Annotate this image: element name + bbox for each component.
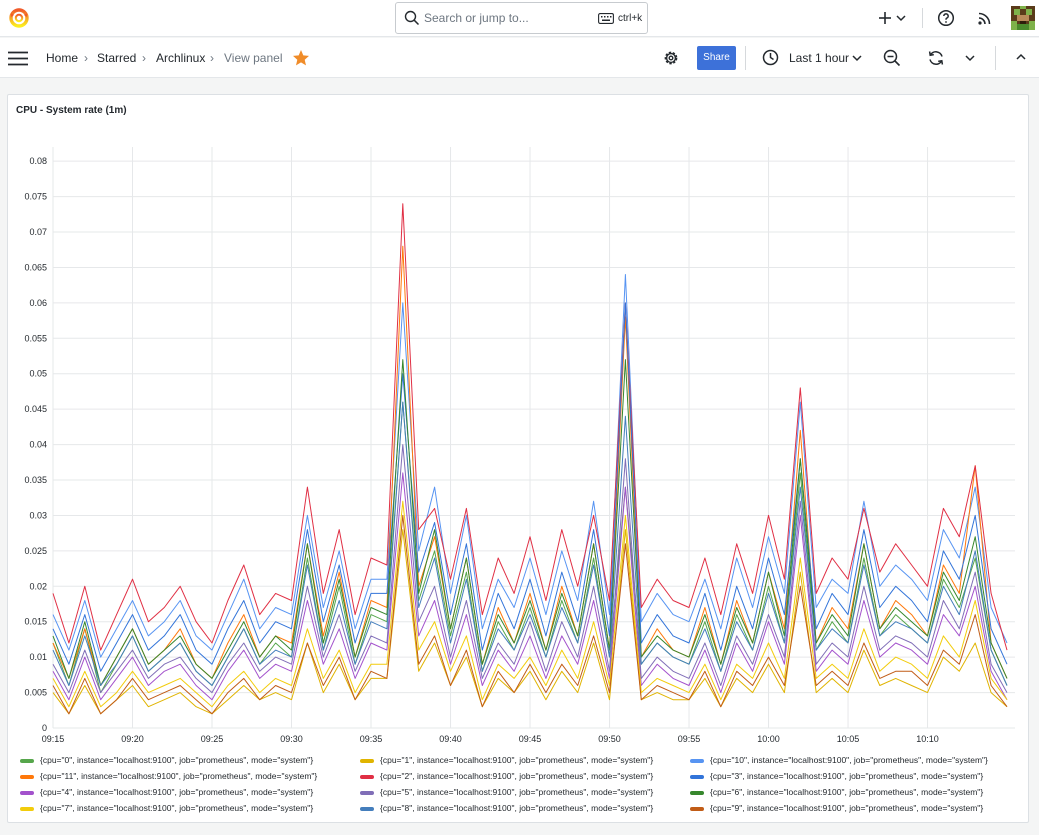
refresh-icon[interactable]	[927, 49, 945, 67]
plus-icon[interactable]	[877, 10, 893, 26]
y-tick-label: 0.01	[29, 652, 47, 662]
series-line-8	[52, 359, 1008, 686]
legend-label: {cpu="7", instance="localhost:9100", job…	[40, 803, 314, 813]
x-tick-label: 09:50	[598, 734, 621, 744]
y-tick-label: 0.08	[29, 156, 47, 166]
y-tick-label: 0.035	[24, 475, 47, 485]
legend-swatch	[690, 775, 704, 779]
legend-label: {cpu="11", instance="localhost:9100", jo…	[40, 771, 318, 781]
legend-label: {cpu="6", instance="localhost:9100", job…	[710, 787, 984, 797]
breadcrumb-dashboard[interactable]: Archlinux	[156, 51, 206, 65]
search-shortcut: ctrl+k	[618, 13, 643, 24]
legend-label: {cpu="4", instance="localhost:9100", job…	[40, 787, 314, 797]
x-tick-label: 09:20	[121, 734, 144, 744]
series-line-5	[52, 302, 1008, 672]
divider	[922, 8, 923, 28]
y-tick-label: 0.075	[24, 192, 47, 202]
divider	[995, 46, 996, 70]
x-tick-label: 10:00	[757, 734, 780, 744]
legend-label: {cpu="2", instance="localhost:9100", job…	[380, 771, 654, 781]
legend-swatch	[20, 775, 34, 779]
clock-icon	[762, 49, 779, 66]
legend-swatch	[360, 807, 374, 811]
chevron-down-icon	[852, 55, 862, 62]
series-line-7	[52, 444, 1008, 694]
x-tick-label: 09:15	[42, 734, 65, 744]
series-line-11	[52, 514, 1008, 715]
breadcrumb-home[interactable]: Home	[46, 51, 79, 65]
x-tick-label: 09:25	[201, 734, 224, 744]
y-tick-label: 0.07	[29, 227, 47, 237]
legend-label: {cpu="1", instance="localhost:9100", job…	[380, 755, 654, 765]
breadcrumb-bar: Home › Starred › Archlinux › View panel …	[0, 38, 1039, 78]
legend-label: {cpu="5", instance="localhost:9100", job…	[380, 787, 654, 797]
breadcrumb-separator: ›	[210, 51, 214, 65]
x-tick-label: 10:10	[916, 734, 939, 744]
x-tick-label: 09:30	[280, 734, 303, 744]
star-icon[interactable]	[292, 49, 310, 67]
user-avatar[interactable]	[1011, 6, 1035, 30]
line-chart[interactable]: 0 0.005 0.01 0.015 0.02 0.025 0.03 0.035 0.04 0.0…	[8, 95, 1030, 747]
chevron-up-icon[interactable]	[1016, 53, 1026, 61]
zoom-out-icon[interactable]	[883, 49, 901, 67]
legend-swatch	[20, 807, 34, 811]
legend-swatch	[690, 807, 704, 811]
legend-swatch	[690, 791, 704, 795]
news-rss-icon[interactable]	[977, 10, 993, 26]
search-icon	[404, 10, 420, 26]
legend-swatch	[20, 791, 34, 795]
breadcrumb-starred[interactable]: Starred	[97, 51, 137, 65]
x-tick-label: 10:05	[837, 734, 860, 744]
x-tick-label: 09:35	[360, 734, 383, 744]
y-tick-label: 0.04	[29, 440, 47, 450]
panel: CPU - System rate (1m) 0 0.005 0.01 0.015 0.…	[7, 94, 1029, 823]
legend-swatch	[360, 791, 374, 795]
x-tick-label: 09:45	[519, 734, 542, 744]
legend-label: {cpu="9", instance="localhost:9100", job…	[710, 803, 984, 813]
settings-gear-icon[interactable]	[662, 49, 680, 67]
y-tick-label: 0.005	[24, 688, 47, 698]
y-tick-label: 0.03	[29, 510, 47, 520]
y-tick-label: 0.05	[29, 369, 47, 379]
search-input[interactable]: Search or jump to... ctrl+k	[395, 2, 648, 34]
panel-title[interactable]: CPU - System rate (1m)	[16, 105, 127, 116]
series-line-9	[52, 500, 1008, 708]
y-tick-label: 0.025	[24, 546, 47, 556]
menu-icon[interactable]	[8, 51, 28, 66]
grafana-logo-icon[interactable]	[8, 7, 30, 29]
y-tick-label: 0.02	[29, 581, 47, 591]
chevron-down-icon[interactable]	[896, 14, 906, 22]
help-icon[interactable]	[937, 9, 955, 27]
top-bar: Search or jump to... ctrl+k	[0, 0, 1039, 37]
legend-label: {cpu="10", instance="localhost:9100", jo…	[710, 755, 988, 765]
legend-swatch	[360, 775, 374, 779]
breadcrumb-separator: ›	[142, 51, 146, 65]
legend-swatch	[20, 759, 34, 763]
chevron-down-icon[interactable]	[965, 54, 975, 62]
y-tick-label: 0.06	[29, 298, 47, 308]
breadcrumb-separator: ›	[84, 51, 88, 65]
y-tick-label: 0.045	[24, 404, 47, 414]
y-tick-label: 0.015	[24, 617, 47, 627]
y-tick-label: 0	[42, 723, 47, 733]
series-line-2	[52, 274, 1008, 658]
legend-swatch	[360, 759, 374, 763]
legend-label: {cpu="8", instance="localhost:9100", job…	[380, 803, 654, 813]
legend-label: {cpu="0", instance="localhost:9100", job…	[40, 755, 314, 765]
breadcrumb-current: View panel	[224, 51, 283, 65]
series-line-4	[52, 203, 1008, 651]
divider	[745, 46, 746, 70]
y-tick-label: 0.055	[24, 333, 47, 343]
legend-swatch	[690, 759, 704, 763]
search-placeholder: Search or jump to...	[424, 11, 529, 25]
share-button[interactable]: Share	[697, 46, 736, 70]
y-tick-label: 0.065	[24, 262, 47, 272]
time-range-label: Last 1 hour	[789, 51, 850, 65]
keyboard-icon	[598, 13, 614, 24]
legend-label: {cpu="3", instance="localhost:9100", job…	[710, 771, 984, 781]
x-tick-label: 09:55	[678, 734, 701, 744]
x-tick-label: 09:40	[439, 734, 462, 744]
series-line-10	[52, 401, 1008, 686]
series-line-6	[52, 472, 1008, 701]
